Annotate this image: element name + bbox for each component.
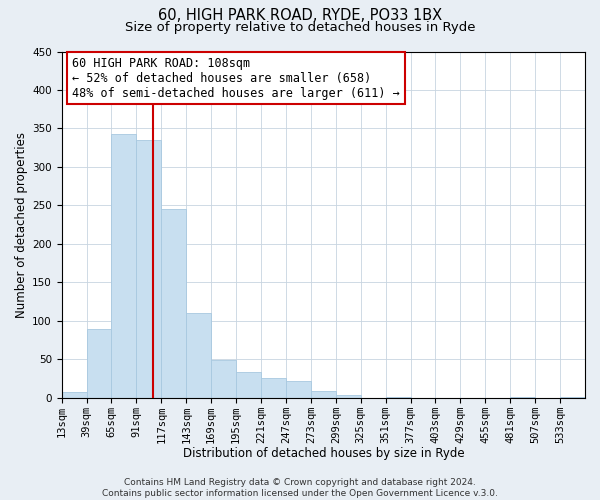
Bar [560, 397, 585, 398]
Bar [386, 397, 410, 398]
Bar [261, 378, 286, 398]
Bar [510, 397, 535, 398]
Bar [186, 313, 211, 398]
Bar [311, 391, 336, 398]
X-axis label: Distribution of detached houses by size in Ryde: Distribution of detached houses by size … [182, 447, 464, 460]
Bar [161, 209, 186, 398]
Text: Size of property relative to detached houses in Ryde: Size of property relative to detached ho… [125, 21, 475, 34]
Bar [211, 360, 236, 398]
Bar [62, 392, 86, 398]
Text: Contains HM Land Registry data © Crown copyright and database right 2024.
Contai: Contains HM Land Registry data © Crown c… [102, 478, 498, 498]
Y-axis label: Number of detached properties: Number of detached properties [15, 132, 28, 318]
Bar [336, 394, 361, 398]
Bar [236, 372, 261, 398]
Bar [136, 140, 161, 398]
Bar [86, 329, 112, 398]
Text: 60 HIGH PARK ROAD: 108sqm
← 52% of detached houses are smaller (658)
48% of semi: 60 HIGH PARK ROAD: 108sqm ← 52% of detac… [72, 56, 400, 100]
Bar [112, 134, 136, 398]
Text: 60, HIGH PARK ROAD, RYDE, PO33 1BX: 60, HIGH PARK ROAD, RYDE, PO33 1BX [158, 8, 442, 22]
Bar [286, 381, 311, 398]
